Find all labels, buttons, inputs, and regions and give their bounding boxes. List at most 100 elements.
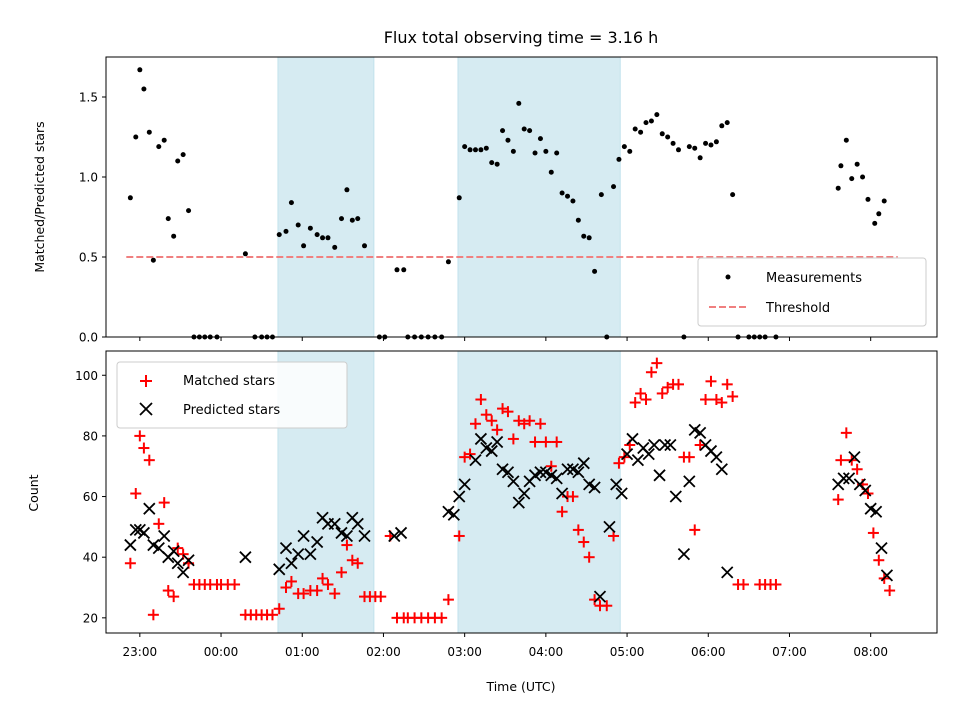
measurement-point	[838, 163, 844, 169]
bottom-plot-frame	[105, 350, 938, 634]
measurement-point	[843, 137, 849, 143]
measurement-point	[314, 232, 320, 238]
top-y-axis-label: Matched/Predicted stars	[32, 121, 47, 272]
predicted-star-point	[171, 557, 184, 570]
matched-star-point	[335, 566, 347, 578]
measurement-point	[586, 235, 592, 241]
predicted-star-point	[593, 590, 607, 603]
measurement-point	[581, 233, 587, 239]
measurement-point	[654, 112, 660, 118]
top-x-ticks	[139, 337, 872, 341]
predicted-star-point	[158, 529, 171, 543]
predicted-star-point	[292, 548, 305, 561]
measurement-point	[394, 267, 400, 273]
bottom-y-tick-label: 60	[83, 490, 98, 504]
predicted-star-point	[182, 554, 195, 567]
predicted-star-point	[694, 426, 707, 440]
bottom-x-ticks: 23:00 00:00 01:00 02:00 03:00 04:00 05:00 06:00…	[123, 633, 888, 659]
predicted-star-point	[129, 523, 142, 537]
legend-marker-predicted	[139, 402, 153, 416]
measurement-point	[344, 187, 350, 193]
predicted-star-point	[447, 508, 460, 521]
measurement-point	[362, 243, 368, 249]
matched-star-point	[867, 527, 879, 539]
top-observing-window-0	[277, 56, 375, 338]
predicted-star-point	[512, 496, 525, 509]
matched-star-point	[143, 454, 155, 466]
matched-star-point	[124, 557, 136, 569]
measurement-point	[849, 176, 855, 182]
matched-star-point	[572, 524, 584, 536]
x-tick-label: 05:00	[610, 645, 645, 659]
matched-star-point	[442, 594, 454, 606]
predicted-star-point	[848, 450, 861, 464]
matched-star-point	[491, 424, 503, 436]
matched-star-point	[502, 406, 514, 418]
matched-star-point	[700, 394, 712, 406]
bottom-y-tick-label: 100	[75, 369, 98, 383]
measurement-point	[276, 232, 282, 238]
matched-star-point	[832, 494, 844, 506]
measurement-point	[462, 144, 468, 150]
matched-star-point	[285, 575, 297, 587]
predicted-star-point	[669, 490, 682, 503]
predicted-star-point	[610, 478, 623, 491]
measurement-point	[598, 192, 604, 198]
matched-star-point	[694, 439, 706, 451]
predicted-star-point	[453, 490, 466, 503]
predicted-star-point	[550, 472, 563, 485]
predicted-star-point	[518, 487, 531, 500]
predicted-star-point	[167, 544, 180, 558]
measurement-point	[532, 150, 538, 156]
predicted-star-point	[273, 563, 286, 576]
predicted-star-point	[239, 551, 252, 564]
measurement-point	[521, 126, 527, 132]
measurement-point	[881, 198, 887, 204]
measurement-point	[505, 137, 511, 143]
matched-star-point	[229, 578, 241, 590]
matched-star-point	[683, 451, 695, 463]
matched-star-point	[298, 588, 310, 600]
predicted-star-point	[677, 548, 691, 561]
matched-star-point	[840, 427, 852, 439]
measurement-point	[127, 195, 133, 201]
top-y-tick-label: 1.0	[79, 171, 98, 185]
measurement-point	[483, 145, 489, 151]
top-panel: 0.0 0.5 1.0 1.5 Matched/Predicted stars Mea…	[32, 56, 938, 345]
predicted-star-point	[620, 447, 634, 461]
legend-label-threshold: Threshold	[765, 301, 830, 316]
measurement-point	[288, 200, 294, 206]
measurement-point	[611, 184, 617, 190]
predicted-star-point	[279, 541, 293, 555]
matched-star-point	[436, 612, 448, 624]
measurement-point	[325, 235, 331, 241]
matched-star-point	[534, 418, 546, 430]
measurement-point	[283, 228, 289, 234]
matched-star-point	[453, 530, 465, 542]
top-legend-box	[697, 257, 927, 327]
matched-star-point	[464, 448, 476, 460]
bottom-matched-points	[124, 357, 896, 624]
predicted-star-point	[859, 484, 872, 497]
top-observing-window-1	[457, 56, 621, 338]
measurement-point	[472, 147, 478, 153]
measurement-point	[559, 190, 565, 196]
predicted-star-point	[647, 438, 661, 452]
chart-title: Flux total observing time = 3.16 h	[384, 28, 659, 47]
predicted-star-point	[491, 435, 504, 449]
matched-star-point	[613, 457, 625, 469]
measurement-point	[854, 161, 860, 167]
measurement-point	[165, 216, 171, 222]
measurement-point	[708, 142, 714, 148]
predicted-star-point	[683, 475, 696, 488]
matched-star-point	[475, 394, 487, 406]
matched-star-point	[524, 415, 536, 427]
measurement-point	[665, 134, 671, 140]
predicted-star-point	[143, 502, 156, 515]
matched-star-point	[480, 409, 492, 421]
measurement-point	[835, 185, 841, 191]
predicted-star-point	[626, 432, 639, 446]
matched-star-point	[851, 463, 863, 475]
matched-star-point	[341, 539, 353, 551]
predicted-star-point	[603, 520, 616, 534]
